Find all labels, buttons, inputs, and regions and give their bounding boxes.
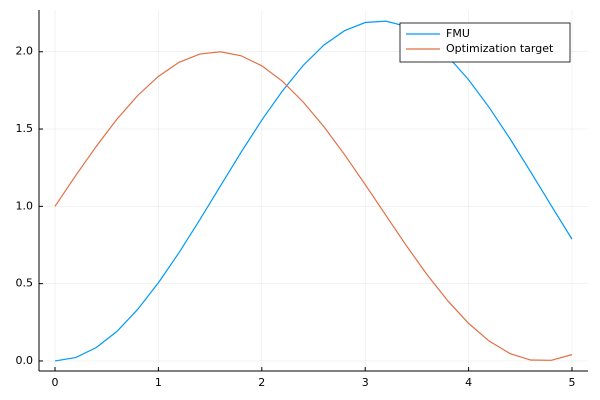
legend-box xyxy=(399,22,571,63)
y-tick-label: 0.5 xyxy=(16,277,34,290)
series-line xyxy=(54,51,573,361)
x-tick-label: 3 xyxy=(362,376,369,389)
legend-label: FMU xyxy=(446,27,470,40)
y-tick-label: 2.0 xyxy=(16,45,34,58)
x-tick-label: 5 xyxy=(568,376,575,389)
x-tick-label: 2 xyxy=(258,376,265,389)
y-tick-label: 0.0 xyxy=(16,354,34,367)
x-tick-label: 1 xyxy=(155,376,162,389)
x-tick-label: 0 xyxy=(52,376,59,389)
y-tick-label: 1.5 xyxy=(16,122,34,135)
y-tick-label: 1.0 xyxy=(16,199,34,212)
series-line xyxy=(54,20,573,362)
legend-label: Optimization target xyxy=(446,42,554,55)
x-tick-label: 4 xyxy=(465,376,472,389)
